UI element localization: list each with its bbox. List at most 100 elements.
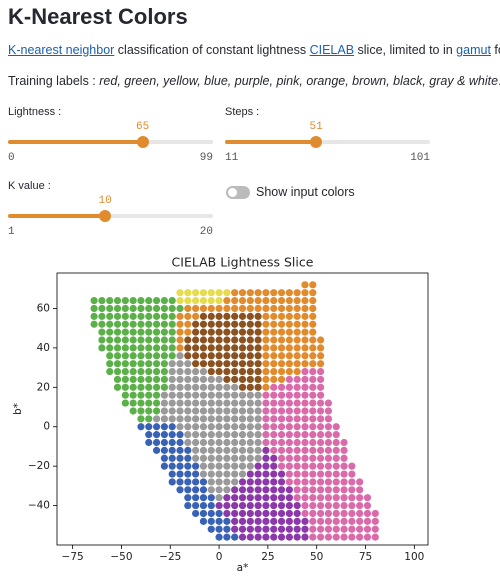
point [176,328,184,336]
point [293,344,301,352]
point [207,375,215,384]
point [176,320,184,328]
point [215,328,223,336]
point [270,360,278,368]
point [293,296,301,305]
point [223,407,231,415]
point [293,454,301,462]
point [231,525,239,533]
point [192,312,200,320]
point [277,446,286,454]
point [270,383,278,391]
point [285,486,293,494]
x-tick-label: −50 [110,551,132,563]
point [270,486,278,494]
point [215,525,223,533]
toggle-label: Show input colors [256,185,355,199]
y-tick-label: −20 [28,460,50,472]
point [160,415,168,423]
point [262,431,270,439]
point [301,399,309,407]
training-suffix: . [498,74,500,88]
slider-knob[interactable] [136,136,149,148]
point [332,454,340,462]
point [285,478,293,486]
slider-knob[interactable] [99,210,112,222]
point [262,391,270,399]
slider-value: 10 [98,195,112,207]
point [207,344,215,352]
point [270,407,278,415]
point [356,494,364,502]
point [246,517,254,525]
point [223,533,231,541]
point [317,533,325,541]
point [207,296,215,305]
point [262,352,270,360]
point [301,336,309,344]
point [363,509,372,518]
point [317,470,325,478]
point [301,304,309,313]
point [309,423,317,431]
point [215,375,223,384]
link[interactable]: CIELAB [309,43,355,57]
point [309,517,317,525]
point [199,289,208,297]
point [332,525,340,533]
point [293,328,301,336]
point [152,360,161,368]
point [363,501,372,510]
training-labels: Training labels : red, green, yellow, bl… [8,74,500,88]
slider-value: 51 [309,121,323,133]
point [301,525,309,533]
point [231,462,239,470]
point [262,454,270,462]
point [152,446,161,454]
point [246,391,254,399]
point [262,517,270,525]
point [215,438,223,447]
point [277,304,286,313]
point [317,360,325,368]
point [293,462,301,470]
link[interactable]: K-nearest neighbor [8,43,115,57]
point [160,352,168,360]
point [160,383,168,391]
point [238,296,247,305]
point [285,501,293,510]
point [207,478,215,486]
point [254,501,262,510]
point [152,312,161,320]
point [192,454,200,462]
point [184,391,192,399]
point [270,446,278,454]
point [168,446,176,454]
point [231,296,239,305]
point [90,304,98,313]
point [106,320,114,328]
point [207,360,215,368]
toggle-knob[interactable] [228,188,237,197]
slider-track[interactable] [225,140,430,144]
point [207,391,215,399]
point [168,462,176,470]
point [215,431,223,439]
point [176,360,184,368]
point [160,399,168,407]
slider-knob[interactable] [310,136,323,148]
point [254,446,262,454]
point [184,383,192,391]
point [285,344,293,352]
point [113,367,122,376]
point [129,407,137,415]
point [207,328,215,336]
point [293,320,301,328]
point [277,431,286,439]
point [176,391,184,399]
point [215,470,223,478]
point [223,344,231,352]
point [152,328,161,336]
point [176,344,184,352]
link[interactable]: gamut [456,43,491,57]
